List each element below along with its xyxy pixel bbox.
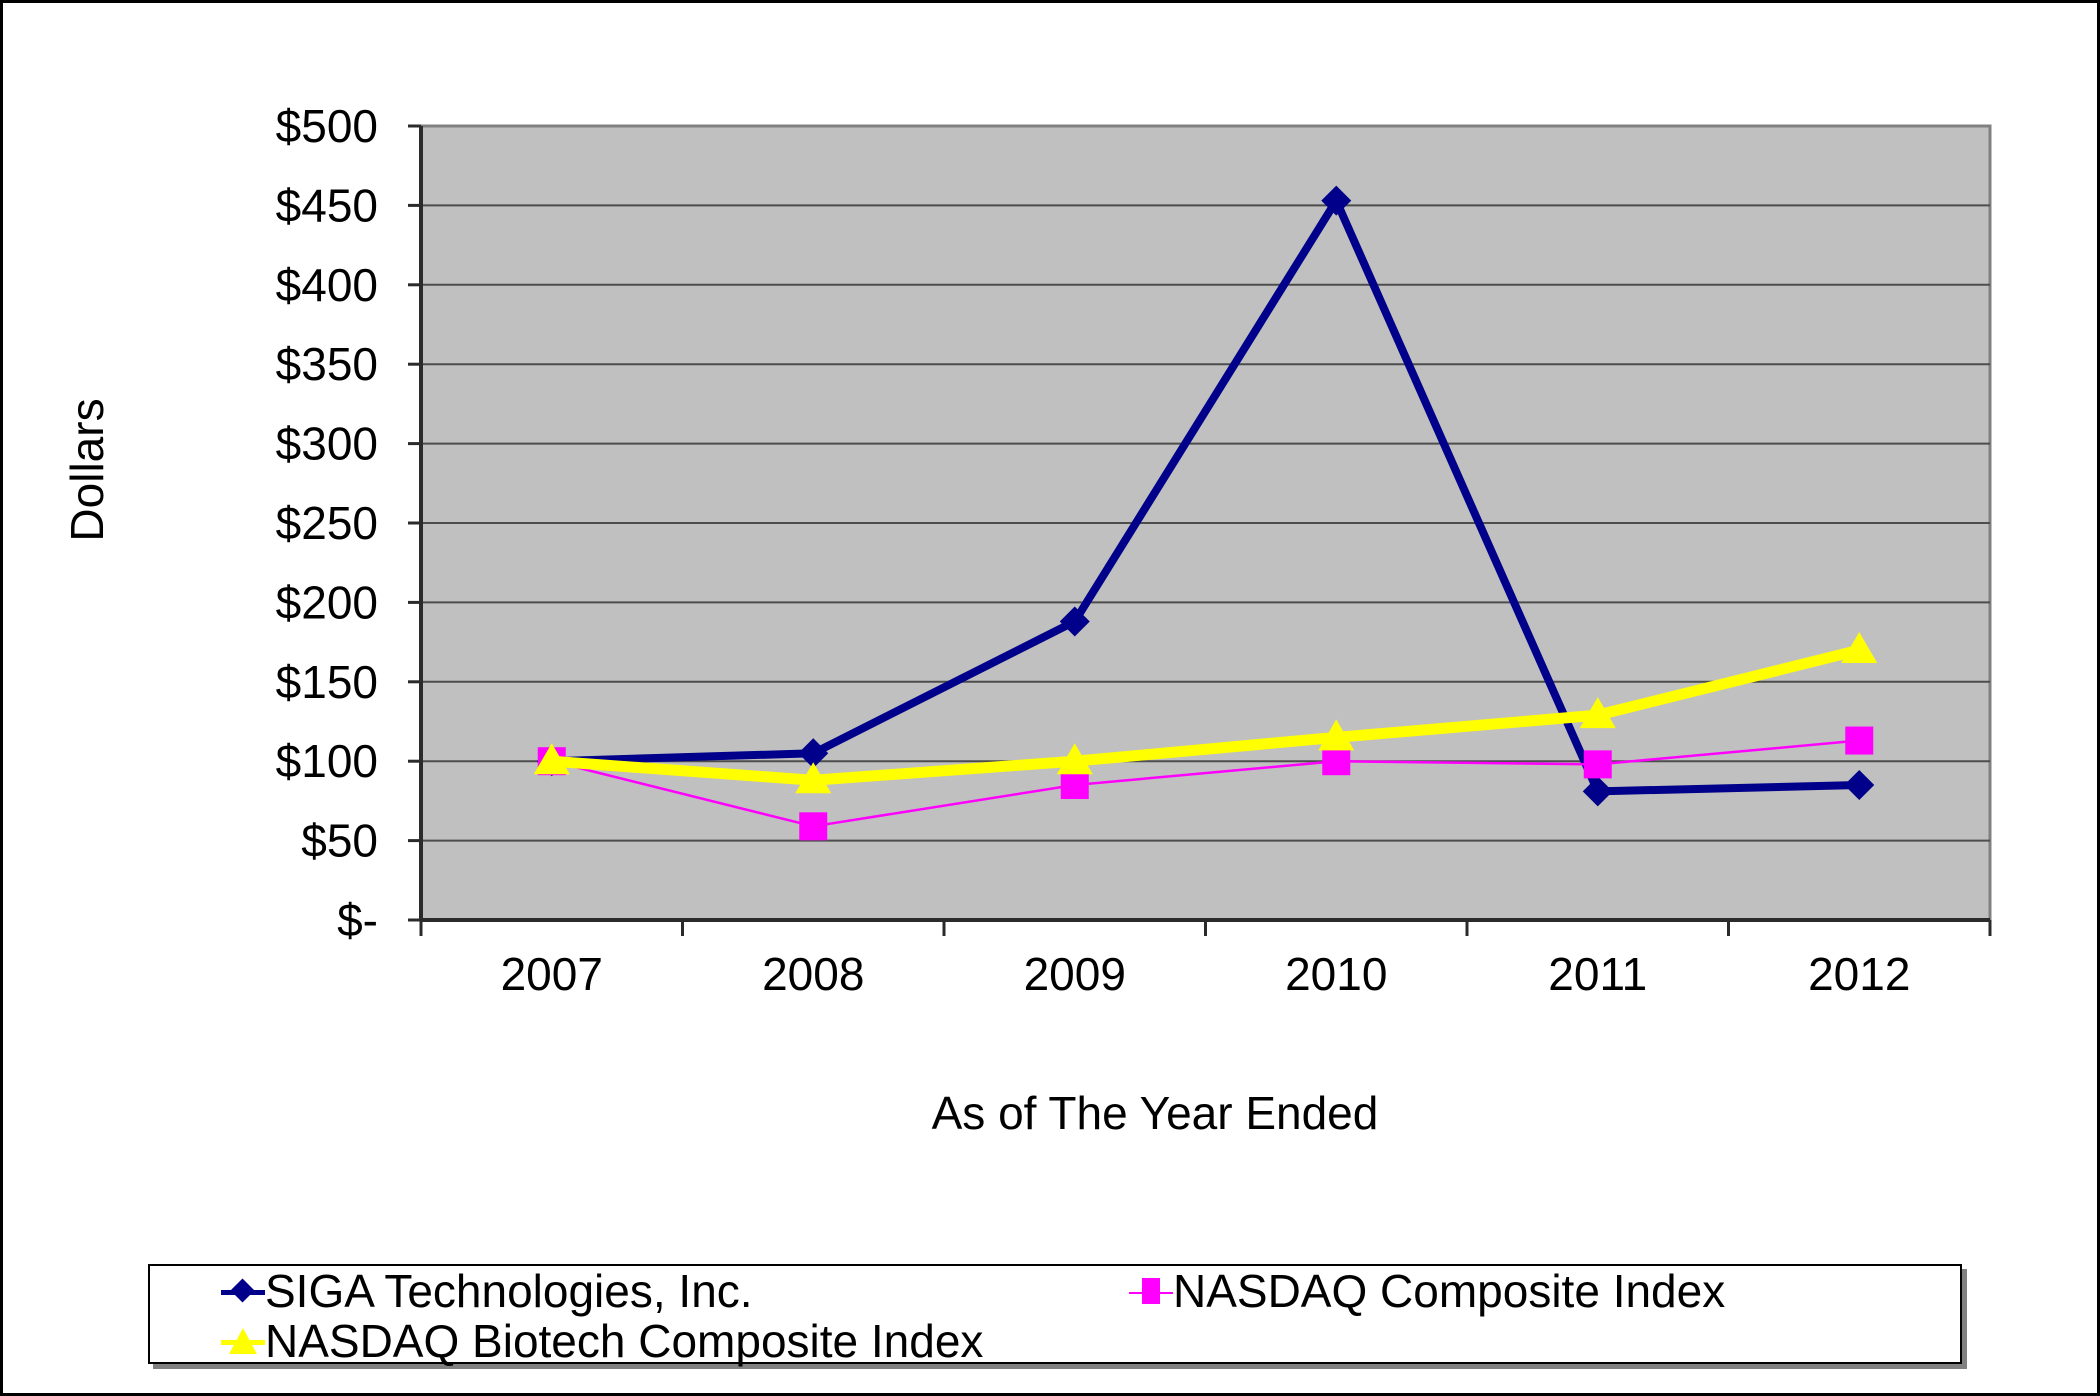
y-tick-label: $450 [276, 179, 378, 231]
legend-label-siga: SIGA Technologies, Inc. [265, 1265, 753, 1317]
x-tick-label: 2012 [1808, 948, 1910, 1000]
legend-label-nasdaq-composite: NASDAQ Composite Index [1173, 1265, 1726, 1317]
x-axis-title: As of The Year Ended [931, 1087, 1379, 1139]
y-tick-label: $50 [301, 815, 378, 867]
chart-plot: $- $50 $100 $150 $200 $250 $300 $350 $400 $450 $50… [276, 100, 1992, 1000]
legend-item-siga: SIGA Technologies, Inc. [221, 1266, 753, 1316]
y-tick-label: $100 [276, 735, 378, 787]
y-tick-label: $400 [276, 259, 378, 311]
series-0 [536, 185, 1875, 807]
y-tick-labels: $- $50 $100 $150 $200 $250 $300 $350 $400 $450 $50… [276, 100, 378, 946]
triangle-marker-icon [221, 1319, 265, 1363]
legend-label-nasdaq-biotech: NASDAQ Biotech Composite Index [265, 1315, 984, 1367]
legend-row-1: SIGA Technologies, Inc. NASDAQ Composite… [150, 1266, 1960, 1316]
x-tick-label: 2011 [1548, 948, 1647, 1000]
x-tick-label: 2008 [762, 948, 864, 1000]
y-tick-label: $- [337, 894, 378, 946]
axes [408, 124, 1992, 936]
square-marker-icon [1129, 1269, 1173, 1313]
x-tick-label: 2007 [501, 948, 603, 1000]
y-tick-label: $150 [276, 656, 378, 708]
legend-item-nasdaq-biotech: NASDAQ Biotech Composite Index [221, 1316, 983, 1366]
y-tick-label: $300 [276, 418, 378, 470]
y-tick-label: $350 [276, 338, 378, 390]
series-2 [533, 632, 1878, 794]
x-tick-label: 2009 [1024, 948, 1126, 1000]
legend-item-nasdaq-composite: NASDAQ Composite Index [1129, 1266, 1725, 1316]
y-tick-label: $250 [276, 497, 378, 549]
y-tick-label: $200 [276, 576, 378, 628]
x-tick-label: 2010 [1285, 948, 1387, 1000]
x-tick-labels: 2007 2008 2009 2010 2011 2012 [501, 948, 1911, 1000]
legend: SIGA Technologies, Inc. NASDAQ Composite… [148, 1264, 1962, 1366]
y-tick-label: $500 [276, 100, 378, 152]
legend-row-2: NASDAQ Biotech Composite Index [150, 1316, 1960, 1366]
diamond-marker-icon [221, 1269, 265, 1313]
